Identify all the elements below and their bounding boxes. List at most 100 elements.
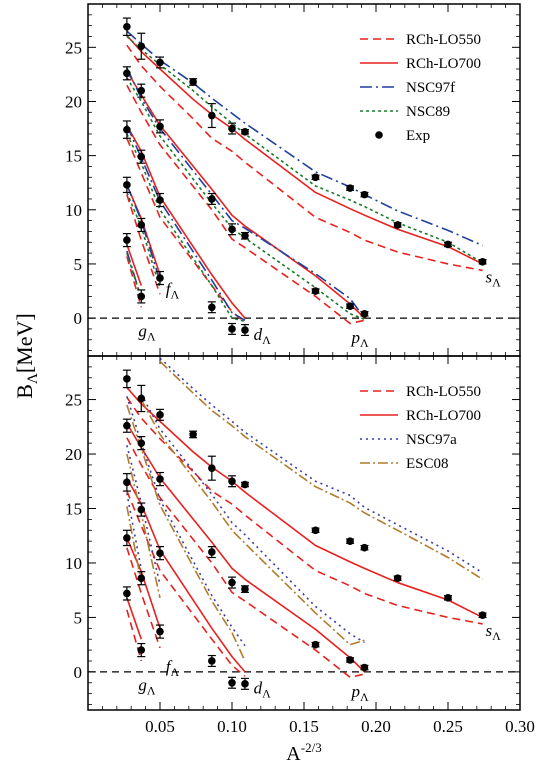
exp-point <box>241 480 249 489</box>
exp-point <box>208 657 216 665</box>
exp-point <box>156 627 164 636</box>
y-tick-label: 25 <box>65 38 82 57</box>
series-line-rch-lo700-p <box>126 423 366 673</box>
exp-point <box>393 221 402 229</box>
x-tick-label: 0.10 <box>217 717 247 736</box>
exp-point <box>360 309 369 318</box>
shell-label-p: pΛ <box>351 682 370 704</box>
shell-label-f: fΛ <box>166 657 180 679</box>
exp-point <box>123 589 131 598</box>
series-line-nsc97f-g <box>126 250 143 299</box>
series-line-rch-lo700-f <box>126 537 161 629</box>
series-line-nsc97a-s <box>159 357 483 574</box>
exp-point <box>346 656 354 664</box>
exp-point <box>241 680 249 688</box>
y-tick-label: 0 <box>74 309 83 328</box>
series-line-rch-lo550-f <box>126 547 161 649</box>
x-tick-label: 0.20 <box>361 717 391 736</box>
panel-bottom: 0 5 10 15 20 25 0.05 0.10 0.15 0.20 0.25 0.30 sΛ pΛ dΛ… <box>65 355 535 736</box>
y-tick-label: 5 <box>74 255 83 274</box>
shell-label-p: pΛ <box>351 328 370 350</box>
exp-point <box>137 439 146 447</box>
legend-label: NSC97a <box>406 432 457 448</box>
exp-point <box>478 257 487 266</box>
exp-point <box>228 678 236 687</box>
exp-point <box>360 190 369 199</box>
exp-point <box>241 231 249 240</box>
y-axis-label: BΛ[MeV] <box>12 313 41 398</box>
exp-point <box>311 526 320 535</box>
exp-point <box>346 537 354 545</box>
exp-point <box>123 125 131 134</box>
exp-point <box>156 274 164 282</box>
legend-label: RCh-LO550 <box>406 32 481 48</box>
exp-point <box>189 78 197 86</box>
legend: RCh-LO550 RCh-LO700 NSC97a ESC08 <box>360 384 481 472</box>
exp-point <box>208 303 216 312</box>
exp-point <box>137 86 146 95</box>
legend-swatch-exp <box>375 131 383 139</box>
exp-point <box>208 548 216 556</box>
legend-label: NSC89 <box>406 104 450 120</box>
x-axis-label: A-2/3 <box>286 740 321 765</box>
exp-point <box>123 22 131 31</box>
exp-point <box>208 111 216 120</box>
shell-label-d: dΛ <box>254 679 272 701</box>
series-line-esc08-g <box>126 506 143 583</box>
exp-point <box>123 478 131 487</box>
series-line-nsc89-g <box>126 252 143 299</box>
y-tick-label: 15 <box>65 147 82 166</box>
exp-point <box>208 195 216 203</box>
exp-point <box>123 181 131 189</box>
exp-point <box>478 611 487 620</box>
series-line-rch-lo550-s <box>126 396 483 625</box>
exp-point <box>137 505 146 514</box>
exp-point <box>241 326 249 334</box>
exp-point <box>137 394 146 403</box>
exp-point <box>311 173 320 182</box>
exp-point <box>346 302 354 310</box>
exp-point <box>156 58 164 67</box>
shell-label-f: fΛ <box>166 279 180 301</box>
y-tick-label: 20 <box>65 445 82 464</box>
y-tick-label: 10 <box>65 554 82 573</box>
exp-point <box>360 543 369 552</box>
exp-point <box>444 240 452 249</box>
shell-label-s: sΛ <box>485 267 501 289</box>
exp-point <box>228 578 236 587</box>
exp-point <box>156 196 164 204</box>
series-line-rch-lo550-p <box>126 84 365 325</box>
series-line-nsc89-d <box>126 133 246 323</box>
shell-label-g: gΛ <box>138 322 156 344</box>
series-line-nsc97a-g <box>126 493 143 570</box>
series-line-rch-lo700-p <box>126 70 366 319</box>
x-tick-label: 0.30 <box>505 717 535 736</box>
plot-area <box>122 17 487 337</box>
exp-point <box>346 184 354 192</box>
legend-label: ESC08 <box>406 456 449 472</box>
exp-point <box>123 534 131 542</box>
exp-point <box>360 663 369 672</box>
series-line-rch-lo700-s <box>126 34 483 265</box>
series-line-rch-lo700-d <box>126 477 246 673</box>
exp-point <box>137 574 146 583</box>
exp-point <box>123 69 131 78</box>
exp-point <box>123 421 131 430</box>
y-tick-label: 15 <box>65 499 82 518</box>
x-tick-label: 0.15 <box>289 717 319 736</box>
exp-point <box>444 594 452 602</box>
series-line-rch-lo550-s <box>126 44 483 272</box>
legend-label: RCh-LO700 <box>406 408 481 424</box>
exp-point <box>156 411 164 419</box>
series-line-nsc97a-f <box>126 445 161 585</box>
series-line-rch-lo550-f <box>126 194 161 295</box>
series-line-nsc97a-p <box>140 393 365 644</box>
exp-point <box>228 124 236 133</box>
y-tick-label: 0 <box>74 663 83 682</box>
plot-area <box>122 357 487 690</box>
legend-label: RCh-LO700 <box>406 56 481 72</box>
panel-top: 0 5 10 15 20 25 sΛ pΛ dΛ fΛ gΛ RCh-LO550 RCh-LO700 NS… <box>65 3 521 357</box>
series-line-rch-lo550-d <box>126 137 246 324</box>
legend-label: NSC97f <box>406 80 455 96</box>
